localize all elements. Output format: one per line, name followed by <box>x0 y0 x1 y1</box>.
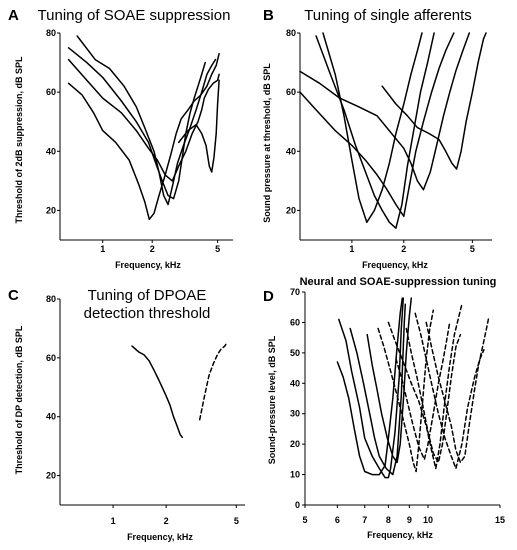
panel-d-series-5-line <box>377 309 435 473</box>
panel-d: D Neural and SOAE-suppression tuning Fre… <box>263 276 505 540</box>
panel-c-x-tick-label: 5 <box>234 516 239 526</box>
panel-c-title-line-1: Tuning of DPOAE <box>88 287 207 304</box>
panel-d-y-tick-label: 40 <box>290 378 300 388</box>
panel-c-letter: C <box>8 287 19 304</box>
panel-d-y-tick-label: 20 <box>290 439 300 449</box>
panel-b-series-2-line <box>315 32 435 229</box>
panel-a-x-axis-label: Frequency, kHz <box>115 260 181 270</box>
panel-c-series-1-line <box>131 345 184 439</box>
panel-b-letter: B <box>263 7 274 24</box>
panel-b-series-4-line <box>299 32 471 191</box>
panel-d-series-8-line <box>425 315 490 464</box>
panel-d-letter: D <box>263 288 274 305</box>
panel-d-series-6-line <box>387 303 463 470</box>
panel-d-series-2-line <box>338 297 405 479</box>
panel-d-series-7-line <box>414 312 485 470</box>
panel-b-x-tick-label: 5 <box>470 244 475 254</box>
panel-a: A Tuning of SOAE suppression Frequency, … <box>8 7 233 270</box>
panel-d-y-tick-label: 70 <box>290 287 300 297</box>
panel-b-series-3-line <box>299 32 455 218</box>
panel-a-series-4-line <box>67 52 220 221</box>
panel-a-x-tick-label: 1 <box>100 244 105 254</box>
panel-b-y-tick-label: 80 <box>286 28 296 38</box>
panel-a-series-5-line <box>177 79 220 173</box>
panel-b-x-axis-label: Frequency, kHz <box>362 260 428 270</box>
panel-d-x-tick-label: 5 <box>302 515 307 525</box>
panel-d-y-tick-label: 30 <box>290 409 300 419</box>
panel-b-x-tick-label: 2 <box>401 244 406 254</box>
panel-d-series-3-line <box>349 303 407 476</box>
panel-c-x-tick-label: 2 <box>164 516 169 526</box>
panel-b-series-1-line <box>322 32 423 224</box>
panel-b-title: Tuning of single afferents <box>304 7 472 24</box>
panel-d-y-tick-label: 10 <box>290 470 300 480</box>
panel-a-y-tick-label: 80 <box>46 28 56 38</box>
panel-d-y-tick-label: 50 <box>290 348 300 358</box>
panel-c-title-line-2: detection threshold <box>84 305 211 322</box>
panel-d-x-tick-label: 15 <box>495 515 505 525</box>
panel-d-y-axis-label: Sound-pressure level, dB SPL <box>267 335 277 464</box>
panel-c-y-axis-label: Threshold of DP detection, dB SPL <box>14 325 24 474</box>
panel-a-y-axis-label: Threshold of 2dB suppression, dB SPL <box>14 56 24 224</box>
panel-a-x-tick-label: 2 <box>150 244 155 254</box>
panel-d-series-4-line <box>366 297 413 464</box>
panel-d-series-9-line <box>405 327 462 464</box>
panel-d-x-tick-label: 8 <box>386 515 391 525</box>
panel-b-y-axis-label: Sound pressure at threshold, dB SPL <box>262 63 272 223</box>
panel-b-y-tick-label: 40 <box>286 146 296 156</box>
panel-a-y-tick-label: 60 <box>46 87 56 97</box>
panel-a-letter: A <box>8 7 19 24</box>
panel-a-series-1-line <box>76 35 217 206</box>
panel-d-title: Neural and SOAE-suppression tuning <box>300 276 497 288</box>
panel-a-y-tick-label: 20 <box>46 205 56 215</box>
panel-b: B Tuning of single afferents Frequency, … <box>262 7 492 270</box>
panel-c: C Tuning of DPOAE detection threshold Fr… <box>8 287 245 542</box>
panel-c-y-tick-label: 80 <box>46 294 56 304</box>
panel-b-y-tick-label: 60 <box>286 87 296 97</box>
panel-a-x-tick-label: 5 <box>215 244 220 254</box>
panel-c-x-tick-label: 1 <box>111 516 116 526</box>
panel-b-x-tick-label: 1 <box>349 244 354 254</box>
panel-a-title: Tuning of SOAE suppression <box>38 7 231 24</box>
panel-a-series-3-line <box>67 58 220 182</box>
panel-d-x-tick-label: 9 <box>407 515 412 525</box>
panel-d-y-tick-label: 60 <box>290 317 300 327</box>
panel-d-series-10-line <box>395 321 451 461</box>
panel-d-x-tick-label: 7 <box>362 515 367 525</box>
panel-c-x-axis-label: Frequency, kHz <box>127 532 193 542</box>
panel-b-y-tick-label: 20 <box>286 205 296 215</box>
panel-c-y-tick-label: 40 <box>46 412 56 422</box>
panel-d-y-tick-label: 0 <box>295 500 300 510</box>
panel-d-x-axis-label: Frequency, kHz <box>367 530 433 540</box>
panel-c-y-tick-label: 20 <box>46 471 56 481</box>
panel-d-x-tick-label: 10 <box>423 515 433 525</box>
panel-a-series-2-line <box>67 47 206 200</box>
panel-d-series-1-line <box>336 297 404 476</box>
panel-b-series-5-line <box>381 32 487 170</box>
panel-d-x-tick-label: 6 <box>335 515 340 525</box>
panel-a-y-tick-label: 40 <box>46 146 56 156</box>
panel-c-series-2-line <box>198 342 228 421</box>
panel-c-y-tick-label: 60 <box>46 353 56 363</box>
